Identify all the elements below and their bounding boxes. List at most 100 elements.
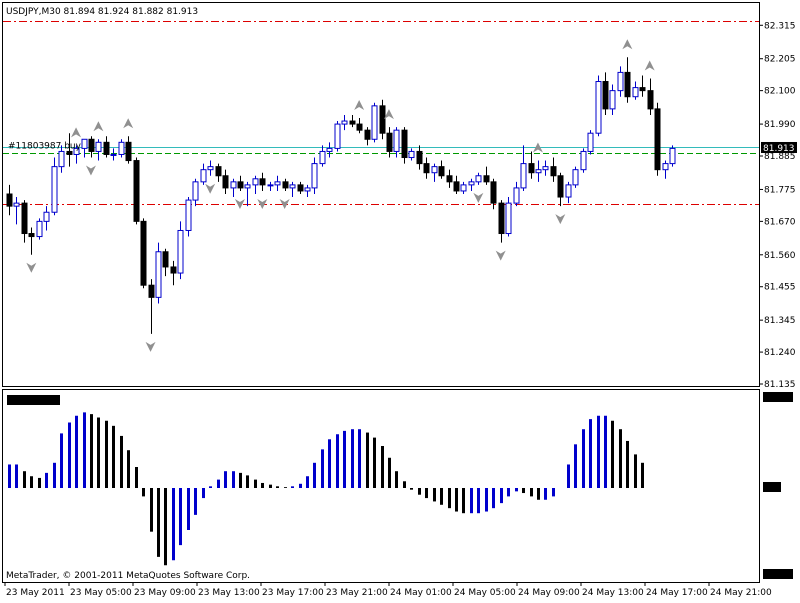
candle bbox=[468, 178, 475, 191]
candle-body bbox=[446, 175, 453, 183]
candle-body bbox=[326, 147, 333, 152]
y-tick-label: 81.240 bbox=[764, 348, 796, 358]
candle-body bbox=[81, 138, 88, 149]
fractal-up-arrow bbox=[532, 142, 543, 153]
fractal-up-arrow bbox=[644, 60, 655, 71]
candle-body bbox=[490, 181, 497, 204]
candle bbox=[148, 279, 155, 334]
candle-body bbox=[423, 163, 430, 174]
candle-body bbox=[118, 141, 125, 155]
candle-body bbox=[51, 166, 58, 213]
candle-body bbox=[431, 166, 438, 174]
x-tick-label: 24 May 05:00 bbox=[454, 588, 516, 598]
candle bbox=[215, 163, 222, 182]
fractal-up-arrow bbox=[622, 39, 633, 50]
candle-body bbox=[349, 120, 356, 125]
candle-body bbox=[475, 175, 482, 183]
candle-body bbox=[416, 150, 423, 165]
candle bbox=[66, 133, 73, 167]
candle bbox=[386, 127, 393, 158]
candle-body bbox=[460, 184, 467, 192]
x-tick-label: 23 May 13:00 bbox=[198, 588, 260, 598]
candle bbox=[609, 84, 616, 115]
x-tick-label: 23 May 05:00 bbox=[70, 588, 132, 598]
candle-body bbox=[580, 150, 587, 171]
candle-body bbox=[28, 233, 35, 238]
candle-body bbox=[408, 150, 415, 159]
candle-body bbox=[200, 169, 207, 183]
candle bbox=[475, 172, 482, 185]
candle-body bbox=[222, 175, 229, 189]
candle-body bbox=[297, 184, 304, 192]
y-tick-label: 81.885 bbox=[764, 152, 796, 162]
candle bbox=[587, 130, 594, 155]
candle-body bbox=[513, 187, 520, 204]
candle-body bbox=[341, 120, 348, 125]
current-price-label: 81.913 bbox=[763, 144, 795, 154]
candle bbox=[103, 136, 110, 158]
candle-body bbox=[498, 202, 505, 235]
candle bbox=[274, 175, 281, 191]
order-label: #11803987 buy bbox=[8, 141, 82, 151]
candle-body bbox=[371, 105, 378, 140]
candle-body bbox=[379, 105, 386, 134]
candle-body bbox=[639, 87, 646, 92]
x-tick-label: 24 May 17:00 bbox=[646, 588, 708, 598]
candle bbox=[393, 127, 400, 158]
candle-body bbox=[572, 169, 579, 186]
candle-body bbox=[6, 193, 13, 207]
fractal-down-arrow bbox=[234, 198, 245, 209]
candle-body bbox=[565, 184, 572, 198]
candle-body bbox=[207, 166, 214, 171]
candle-body bbox=[528, 163, 535, 174]
candle bbox=[513, 181, 520, 207]
fractal-down-arrow bbox=[26, 262, 37, 273]
candle bbox=[364, 127, 371, 146]
candle-body bbox=[125, 141, 132, 162]
candle-body bbox=[386, 132, 393, 152]
candle bbox=[170, 260, 177, 286]
candle bbox=[550, 157, 557, 182]
candle bbox=[580, 148, 587, 173]
candle-body bbox=[505, 202, 512, 235]
fractal-down-arrow bbox=[279, 198, 290, 209]
candle-body bbox=[647, 90, 654, 110]
candle-body bbox=[662, 163, 669, 171]
candle bbox=[639, 75, 646, 97]
candle bbox=[647, 78, 654, 115]
candle-body bbox=[274, 181, 281, 186]
symbol-header: USDJPY,M30 81.894 81.924 81.882 81.913 bbox=[6, 7, 198, 17]
candle-body bbox=[393, 129, 400, 152]
candle-body bbox=[602, 81, 609, 110]
candle bbox=[572, 166, 579, 188]
candle bbox=[669, 145, 676, 167]
candle-body bbox=[58, 150, 65, 168]
candle bbox=[207, 160, 214, 176]
candle-body bbox=[88, 138, 95, 152]
candle bbox=[535, 160, 542, 182]
candle-body bbox=[103, 141, 110, 155]
candle bbox=[81, 138, 88, 158]
fractal-up-arrow bbox=[354, 100, 365, 110]
candle bbox=[252, 175, 259, 194]
candle bbox=[297, 181, 304, 194]
candle-body bbox=[237, 181, 244, 189]
candle bbox=[617, 66, 624, 97]
indicator-scale-zero-marker bbox=[763, 482, 781, 492]
y-tick-label: 82.315 bbox=[764, 21, 796, 31]
candle bbox=[408, 148, 415, 161]
candle-body bbox=[282, 181, 289, 189]
candle bbox=[490, 178, 497, 210]
candle bbox=[304, 184, 311, 198]
candle-body bbox=[632, 87, 639, 98]
candle bbox=[334, 121, 341, 152]
candle-body bbox=[73, 147, 80, 155]
candle-body bbox=[95, 141, 102, 152]
indicator-label-box bbox=[7, 395, 60, 405]
y-tick-label: 81.455 bbox=[764, 283, 796, 293]
candle bbox=[565, 181, 572, 204]
candle bbox=[185, 197, 192, 237]
candle bbox=[341, 114, 348, 131]
